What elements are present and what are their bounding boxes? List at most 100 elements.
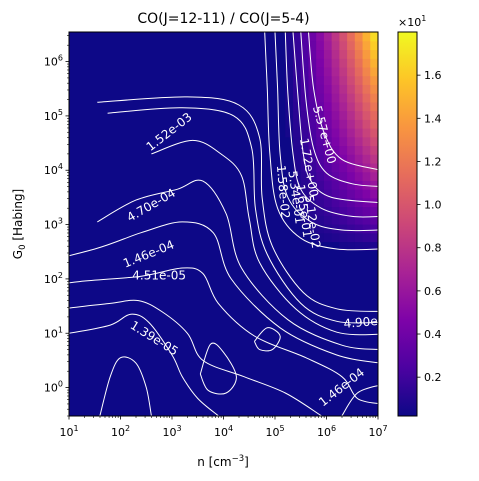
contour-line xyxy=(69,299,322,416)
heatmap-cell xyxy=(354,66,364,77)
heatmap-cell xyxy=(354,58,364,68)
heatmap-cell xyxy=(370,232,378,243)
heatmap-cell xyxy=(308,224,317,234)
heatmap-cell xyxy=(370,32,378,42)
heatmap-cell xyxy=(354,84,364,94)
contour-label: 4.90e-0 xyxy=(343,313,390,331)
contour-line xyxy=(69,221,378,364)
chart-title: CO(J=12-11) / CO(J=5-4) xyxy=(137,11,309,27)
heatmap-cell xyxy=(331,101,340,112)
heatmap-cell xyxy=(354,162,364,173)
contour-line xyxy=(253,327,281,352)
heatmap-cell xyxy=(370,58,378,68)
heatmap-cell xyxy=(347,128,356,138)
heatmap-cell xyxy=(370,128,378,138)
heatmap-cell xyxy=(308,189,317,199)
heatmap-cell xyxy=(347,197,356,208)
heatmap-cell xyxy=(339,128,348,138)
heatmap-cell xyxy=(300,66,310,77)
contour-line xyxy=(341,385,378,416)
heatmap-cell xyxy=(293,93,302,103)
y-tick-label: 101 xyxy=(44,325,63,340)
heatmap-cell xyxy=(331,58,340,68)
heatmap-cell xyxy=(308,145,317,155)
heatmap-cell xyxy=(285,32,294,42)
contour-line xyxy=(264,32,378,251)
heatmap-cell xyxy=(316,49,325,59)
heatmap-cell xyxy=(362,75,371,85)
colorbar-tick-label: 1.6 xyxy=(424,69,442,82)
contour-line xyxy=(151,139,378,336)
heatmap-cell xyxy=(308,119,317,129)
heatmap-cell xyxy=(339,180,348,190)
heatmap-cell xyxy=(362,32,371,42)
heatmap-cell xyxy=(316,101,325,112)
heatmap-cell xyxy=(339,119,348,129)
heatmap-cell xyxy=(339,93,348,103)
heatmap-cell xyxy=(293,197,302,208)
heatmap-cell xyxy=(316,206,325,216)
heatmap-cell xyxy=(354,136,364,147)
heatmap-cell xyxy=(339,110,348,120)
colorbar-tick-label: 1.4 xyxy=(424,112,442,125)
heatmap-cell xyxy=(285,58,294,68)
heatmap-cell xyxy=(300,162,310,173)
heatmap-cell xyxy=(339,145,348,155)
heatmap-cell xyxy=(347,215,356,225)
heatmap-cell xyxy=(331,232,340,243)
heatmap-cell xyxy=(331,110,340,120)
x-tick-label: 106 xyxy=(317,424,336,439)
heatmap-cell xyxy=(308,215,317,225)
heatmap-cell xyxy=(339,49,348,59)
x-axis: 101 102 103 104 105 106 107 xyxy=(59,416,388,439)
heatmap-cell xyxy=(285,66,294,77)
colorbar-tick-label: 1.2 xyxy=(424,155,442,168)
heatmap-cell xyxy=(362,189,371,199)
contour-line xyxy=(292,32,378,204)
x-tick-label: 107 xyxy=(368,424,387,439)
heatmap-cell xyxy=(339,154,348,164)
heatmap-cell xyxy=(347,232,356,243)
heatmap-cell xyxy=(323,162,333,173)
heatmap-cell xyxy=(331,40,340,51)
heatmap-cell xyxy=(316,197,325,208)
heatmap-cell xyxy=(347,49,356,59)
heatmap-cell xyxy=(370,66,378,77)
heatmap-cell xyxy=(347,84,356,94)
heatmap-cell xyxy=(323,232,333,243)
heatmap-cell xyxy=(331,206,340,216)
y-tick-label: 105 xyxy=(44,108,63,123)
heatmap-cell xyxy=(308,32,317,42)
heatmap-cell xyxy=(293,189,302,199)
heatmap-cell xyxy=(293,110,302,120)
heatmap-cell xyxy=(339,66,348,77)
heatmap-cell xyxy=(362,136,371,147)
colorbar-multiplier: ×101 xyxy=(398,14,426,29)
heatmap-cell xyxy=(339,224,348,234)
heatmap-cell xyxy=(300,145,310,155)
heatmap-cell xyxy=(293,40,302,51)
heatmap-cell xyxy=(331,84,340,94)
colorbar-tick-label: 1.0 xyxy=(424,199,442,212)
heatmap-cell xyxy=(354,171,364,181)
heatmap-cell xyxy=(285,75,294,85)
contour-line xyxy=(99,356,152,416)
heatmap-cell xyxy=(293,32,302,42)
heatmap-cell xyxy=(354,189,364,199)
heatmap-cell xyxy=(316,128,325,138)
plot-area: 1.52e-034.70e-041.46e-044.51e-051.39e-05… xyxy=(69,32,390,416)
heatmap-cell xyxy=(347,93,356,103)
heatmap-cell xyxy=(347,40,356,51)
heatmap-cell xyxy=(362,58,371,68)
heatmap-cell xyxy=(370,145,378,155)
heatmap-cell xyxy=(323,119,333,129)
heatmap-cell xyxy=(285,93,294,103)
heatmap-cell xyxy=(323,224,333,234)
heatmap-cell xyxy=(362,40,371,51)
heatmap-cell xyxy=(347,241,356,251)
y-axis: 100 101 102 103 104 105 106 xyxy=(44,35,69,417)
heatmap-cell xyxy=(347,189,356,199)
heatmap-cell xyxy=(362,154,371,164)
heatmap-cell xyxy=(347,136,356,147)
